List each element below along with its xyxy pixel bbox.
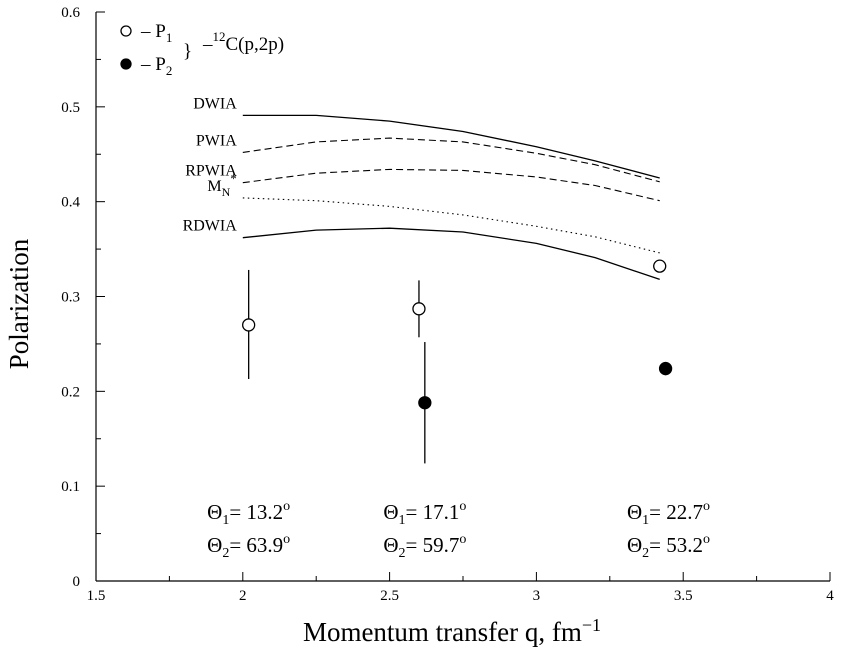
angle-value: = 63.9 [229, 533, 283, 557]
data-point-p2 [418, 396, 432, 410]
legend-label-1: – P1 [140, 21, 172, 45]
x-axis-title-unit-exp: −1 [582, 615, 601, 635]
curve-rpwia [242, 168, 660, 202]
angle-annotation: Θ1= 13.2o [207, 499, 290, 528]
degree-mark: o [459, 532, 466, 547]
legend-reaction: –12C(p,2p) [202, 29, 284, 55]
curve-label: RDWIA [183, 218, 238, 235]
angle-subscript: 1 [642, 513, 649, 528]
y-tick-label: 0.2 [61, 384, 80, 400]
x-tick-label: 4 [826, 588, 834, 604]
angle-annotation: Θ1= 22.7o [627, 499, 710, 528]
data-point-p1 [242, 318, 256, 332]
degree-mark: o [283, 499, 290, 514]
angle-subscript: 1 [398, 513, 405, 528]
degree-mark: o [703, 532, 710, 547]
x-tick-label: 3 [533, 588, 541, 604]
x-tick-label: 3.5 [674, 588, 693, 604]
legend-reaction-text: C(p,2p) [226, 34, 285, 55]
data-point-p1 [412, 302, 426, 316]
curve-label: MN* [207, 171, 236, 199]
x-tick-label: 1.5 [87, 588, 106, 604]
legend-label-text: – P [140, 54, 166, 75]
x-tick-label: 2 [239, 588, 247, 604]
curve-label: DWIA [193, 95, 237, 112]
curve-label-main: RDWIA [183, 218, 238, 235]
angle-symbol: Θ [627, 533, 642, 557]
legend-label-subscript: 1 [166, 30, 173, 45]
curve-dwia [242, 114, 660, 179]
curve-label: RPWIA [185, 163, 237, 180]
legend-label-subscript: 2 [166, 63, 173, 78]
degree-mark: o [703, 499, 710, 514]
legend-marker-1 [120, 25, 132, 37]
curve-label: PWIA [196, 132, 237, 149]
degree-mark: o [283, 532, 290, 547]
x-axis-title-text: Momentum transfer q, fm [303, 617, 582, 647]
angle-annotation: Θ2= 59.7o [383, 532, 466, 561]
data-point-p1 [653, 259, 667, 273]
y-tick-label: 0 [73, 574, 81, 590]
angle-subscript: 2 [222, 546, 229, 561]
legend-marker-2 [120, 58, 132, 70]
y-tick-label: 0.5 [61, 100, 80, 116]
curve-mn-star [242, 197, 660, 254]
angle-annotation: Θ2= 53.2o [627, 532, 710, 561]
legend-brace: } [183, 41, 192, 62]
angle-value: = 59.7 [405, 533, 459, 557]
legend-reaction-sup: 12 [213, 29, 226, 44]
curve-rdwia [242, 227, 660, 281]
legend-reaction-dash: – [202, 34, 213, 55]
angle-value: = 17.1 [405, 500, 459, 524]
angle-symbol: Θ [383, 500, 398, 524]
legend-label-2: – P2 [140, 54, 172, 78]
x-axis-title: Momentum transfer q, fm−1 [303, 615, 601, 647]
data-points [242, 259, 673, 464]
curve-pwia [242, 137, 660, 183]
angle-subscript: 2 [642, 546, 649, 561]
curve-label-sub: N [222, 185, 231, 199]
angle-symbol: Θ [383, 533, 398, 557]
y-axis-title: Polarization [4, 238, 34, 369]
angle-annotation: Θ1= 17.1o [383, 499, 466, 528]
angle-symbol: Θ [207, 500, 222, 524]
angle-subscript: 1 [222, 513, 229, 528]
curve-label-sup: * [230, 171, 237, 186]
data-point-p2 [658, 361, 673, 376]
legend: – P1– P2} –12C(p,2p) [120, 21, 284, 78]
angle-symbol: Θ [627, 500, 642, 524]
degree-mark: o [459, 499, 466, 514]
angle-annotation: Θ2= 63.9o [207, 532, 290, 561]
angle-value: = 13.2 [229, 500, 283, 524]
y-tick-label: 0.6 [61, 5, 80, 21]
y-tick-label: 0.1 [61, 479, 80, 495]
curve-label-main: M [207, 178, 221, 195]
curve-label-main: DWIA [193, 95, 237, 112]
angle-value: = 53.2 [649, 533, 703, 557]
angle-symbol: Θ [207, 533, 222, 557]
y-tick-label: 0.4 [61, 195, 80, 211]
angle-subscript: 2 [398, 546, 405, 561]
y-tick-label: 0.3 [61, 290, 80, 306]
legend-label-text: – P [140, 21, 166, 42]
x-tick-label: 2.5 [380, 588, 399, 604]
axes: 1.5 2 2.5 3 3.5 4 0 0.1 0.2 0.3 0.4 0.5 0.6 [61, 5, 834, 604]
angle-value: = 22.7 [649, 500, 703, 524]
curve-label-main: RPWIA [185, 163, 237, 180]
curve-label-main: PWIA [196, 132, 237, 149]
